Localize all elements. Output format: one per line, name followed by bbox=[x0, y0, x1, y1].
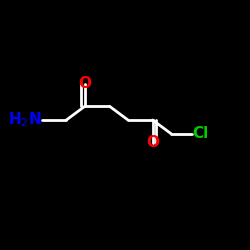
Text: O: O bbox=[78, 76, 91, 91]
Text: O: O bbox=[146, 135, 159, 150]
Text: H$_2$N: H$_2$N bbox=[8, 111, 42, 129]
Text: Cl: Cl bbox=[192, 126, 208, 141]
